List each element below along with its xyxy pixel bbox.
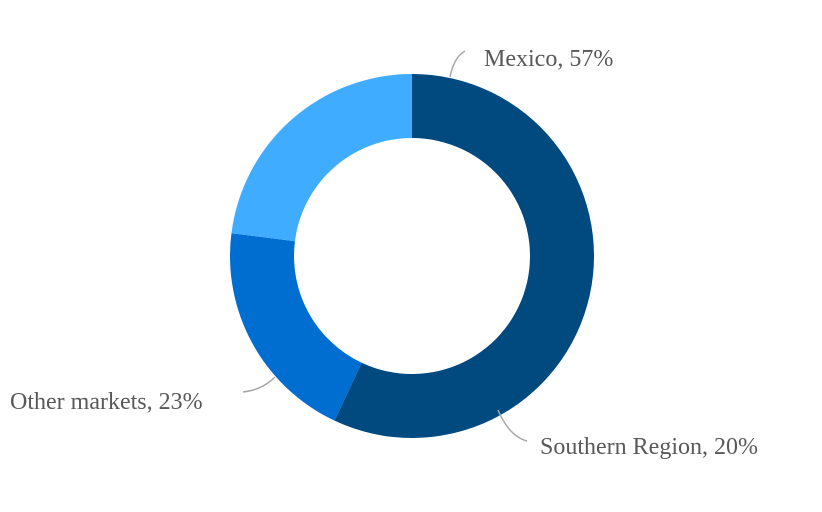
leader-line-other-markets — [242, 376, 276, 393]
leader-line-southern-region — [497, 409, 528, 442]
donut-slices — [230, 74, 594, 438]
slice-labels: Mexico, 57% Southern Region, 20% Other m… — [10, 46, 758, 460]
donut-slice-mexico — [334, 74, 594, 438]
donut-slice-southern-region — [230, 233, 362, 421]
slice-label-mexico: Mexico, 57% — [484, 46, 613, 72]
slice-label-other-markets: Other markets, 23% — [10, 389, 203, 415]
leader-lines — [242, 50, 528, 442]
leader-line-mexico — [449, 50, 466, 78]
donut-slice-other-markets — [231, 74, 412, 242]
slice-label-southern-region: Southern Region, 20% — [540, 434, 758, 460]
